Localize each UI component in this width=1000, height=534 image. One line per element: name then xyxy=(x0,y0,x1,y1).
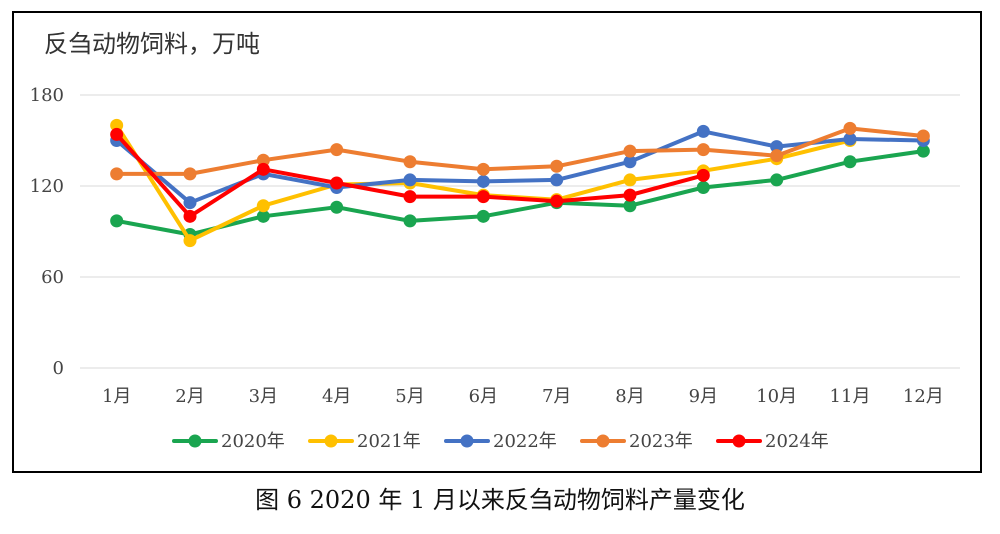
y-tick-label: 60 xyxy=(41,267,64,288)
data-point xyxy=(330,176,344,190)
data-point xyxy=(623,144,637,158)
data-point xyxy=(550,159,564,173)
data-point xyxy=(770,173,784,187)
legend-item: 2021年 xyxy=(308,431,421,452)
data-point xyxy=(110,214,124,228)
data-point xyxy=(476,174,490,188)
data-point xyxy=(110,167,124,181)
series-line xyxy=(114,149,926,237)
series-2020年 xyxy=(110,144,930,242)
data-point xyxy=(550,194,564,208)
legend-label: 2023年 xyxy=(629,431,693,452)
x-tick-label: 5月 xyxy=(395,386,424,407)
data-point xyxy=(403,155,417,169)
chart-title: 反刍动物饲料，万吨 xyxy=(44,30,260,58)
data-point xyxy=(110,127,124,141)
data-point xyxy=(110,118,124,132)
x-tick-label: 9月 xyxy=(689,386,718,407)
data-point xyxy=(256,162,270,176)
x-tick-label: 3月 xyxy=(249,386,278,407)
data-point xyxy=(476,209,490,223)
data-point xyxy=(256,209,270,223)
series-2024年 xyxy=(110,127,710,223)
data-point xyxy=(256,153,270,167)
series-line xyxy=(114,126,926,176)
data-point xyxy=(183,167,197,181)
legend-label: 2020年 xyxy=(221,431,285,452)
data-point xyxy=(183,196,197,210)
data-point xyxy=(843,132,857,146)
legend-item: 2022年 xyxy=(444,431,557,452)
legend-item: 2020年 xyxy=(172,431,285,452)
data-point xyxy=(476,190,490,204)
data-point xyxy=(550,173,564,187)
data-point xyxy=(916,129,930,143)
data-point xyxy=(476,162,490,176)
chart-frame: 反刍动物饲料，万吨 0 60 120 180 1月 2月 3月 4月 5月 6月 7月 8月 9月 10… xyxy=(12,11,982,473)
legend-marker xyxy=(324,434,338,448)
x-tick-label: 7月 xyxy=(542,386,571,407)
data-point xyxy=(403,214,417,228)
data-point xyxy=(403,173,417,187)
legend-marker xyxy=(596,434,610,448)
data-point xyxy=(696,143,710,157)
x-tick-label: 11月 xyxy=(830,386,871,407)
x-tick-label: 10月 xyxy=(756,386,797,407)
data-point xyxy=(770,140,784,154)
series-2023年 xyxy=(110,121,930,181)
legend-marker xyxy=(732,434,746,448)
legend-label: 2022年 xyxy=(493,431,557,452)
data-point xyxy=(330,143,344,157)
figure-caption: 图 6 2020 年 1 月以来反刍动物饲料产量变化 xyxy=(255,486,745,514)
legend-marker xyxy=(460,434,474,448)
data-point xyxy=(696,168,710,182)
legend-item: 2023年 xyxy=(580,431,693,452)
data-point xyxy=(696,181,710,195)
data-point xyxy=(623,155,637,169)
y-tick-label: 180 xyxy=(30,85,64,106)
data-point xyxy=(183,209,197,223)
legend-label: 2021年 xyxy=(357,431,421,452)
x-tick-label: 2月 xyxy=(175,386,204,407)
x-tick-label: 1月 xyxy=(102,386,131,407)
x-tick-label: 6月 xyxy=(469,386,498,407)
x-tick-label: 8月 xyxy=(615,386,644,407)
data-point xyxy=(183,234,197,248)
x-tick-label: 12月 xyxy=(903,386,944,407)
data-point xyxy=(696,124,710,138)
legend-label: 2024年 xyxy=(765,431,829,452)
x-tick-label: 4月 xyxy=(322,386,351,407)
y-tick-label: 120 xyxy=(30,176,64,197)
data-point xyxy=(916,144,930,158)
data-point xyxy=(843,155,857,169)
data-point xyxy=(623,199,637,213)
data-point xyxy=(256,199,270,213)
y-tick-label: 0 xyxy=(53,358,64,379)
data-point xyxy=(770,149,784,163)
legend-marker xyxy=(188,434,202,448)
legend-item: 2024年 xyxy=(716,431,829,452)
data-point xyxy=(623,188,637,202)
data-point xyxy=(623,173,637,187)
data-point xyxy=(843,121,857,135)
data-point xyxy=(403,190,417,204)
data-point xyxy=(330,200,344,214)
line-chart: 反刍动物饲料，万吨 0 60 120 180 1月 2月 3月 4月 5月 6月 7月 8月 9月 10… xyxy=(30,30,960,452)
